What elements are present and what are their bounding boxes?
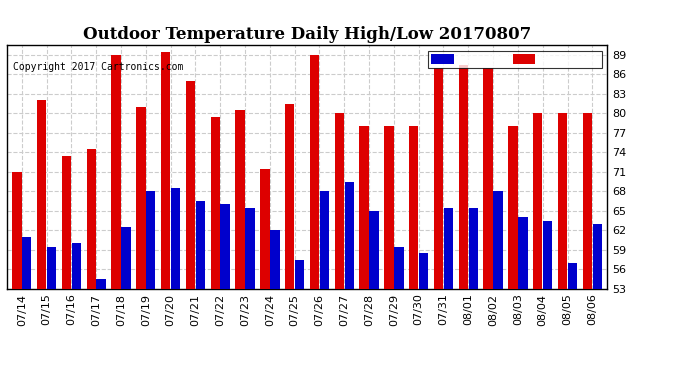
Bar xyxy=(171,188,180,289)
Bar xyxy=(335,113,344,289)
Bar xyxy=(459,64,468,289)
Bar xyxy=(196,201,205,289)
Bar xyxy=(37,100,46,289)
Bar xyxy=(533,113,542,289)
Bar xyxy=(186,81,195,289)
Bar xyxy=(319,191,329,289)
Bar xyxy=(121,227,130,289)
Bar xyxy=(434,68,443,289)
Bar xyxy=(210,117,220,289)
Bar xyxy=(111,55,121,289)
Bar xyxy=(285,104,295,289)
Bar xyxy=(582,113,592,289)
Bar xyxy=(518,217,528,289)
Bar xyxy=(419,253,428,289)
Bar xyxy=(493,191,503,289)
Bar xyxy=(61,156,71,289)
Bar xyxy=(469,207,478,289)
Bar xyxy=(235,110,245,289)
Bar xyxy=(97,279,106,289)
Bar xyxy=(22,237,32,289)
Bar xyxy=(543,220,553,289)
Bar xyxy=(12,172,21,289)
Bar xyxy=(245,207,255,289)
Bar xyxy=(444,207,453,289)
Bar xyxy=(221,204,230,289)
Legend: Low  (°F), High  (°F): Low (°F), High (°F) xyxy=(428,51,602,68)
Bar xyxy=(359,126,369,289)
Bar xyxy=(344,182,354,289)
Bar xyxy=(384,126,393,289)
Bar xyxy=(295,260,304,289)
Bar xyxy=(72,243,81,289)
Bar xyxy=(136,107,146,289)
Bar xyxy=(568,263,577,289)
Bar xyxy=(47,246,57,289)
Bar xyxy=(161,51,170,289)
Bar xyxy=(310,55,319,289)
Bar xyxy=(369,211,379,289)
Bar xyxy=(409,126,418,289)
Bar xyxy=(86,149,96,289)
Bar xyxy=(593,224,602,289)
Bar xyxy=(509,126,518,289)
Bar xyxy=(270,230,279,289)
Bar xyxy=(558,113,567,289)
Title: Outdoor Temperature Daily High/Low 20170807: Outdoor Temperature Daily High/Low 20170… xyxy=(83,27,531,44)
Text: Copyright 2017 Cartronics.com: Copyright 2017 Cartronics.com xyxy=(13,62,184,72)
Bar xyxy=(260,168,270,289)
Bar xyxy=(146,191,155,289)
Bar xyxy=(394,246,404,289)
Bar xyxy=(484,68,493,289)
